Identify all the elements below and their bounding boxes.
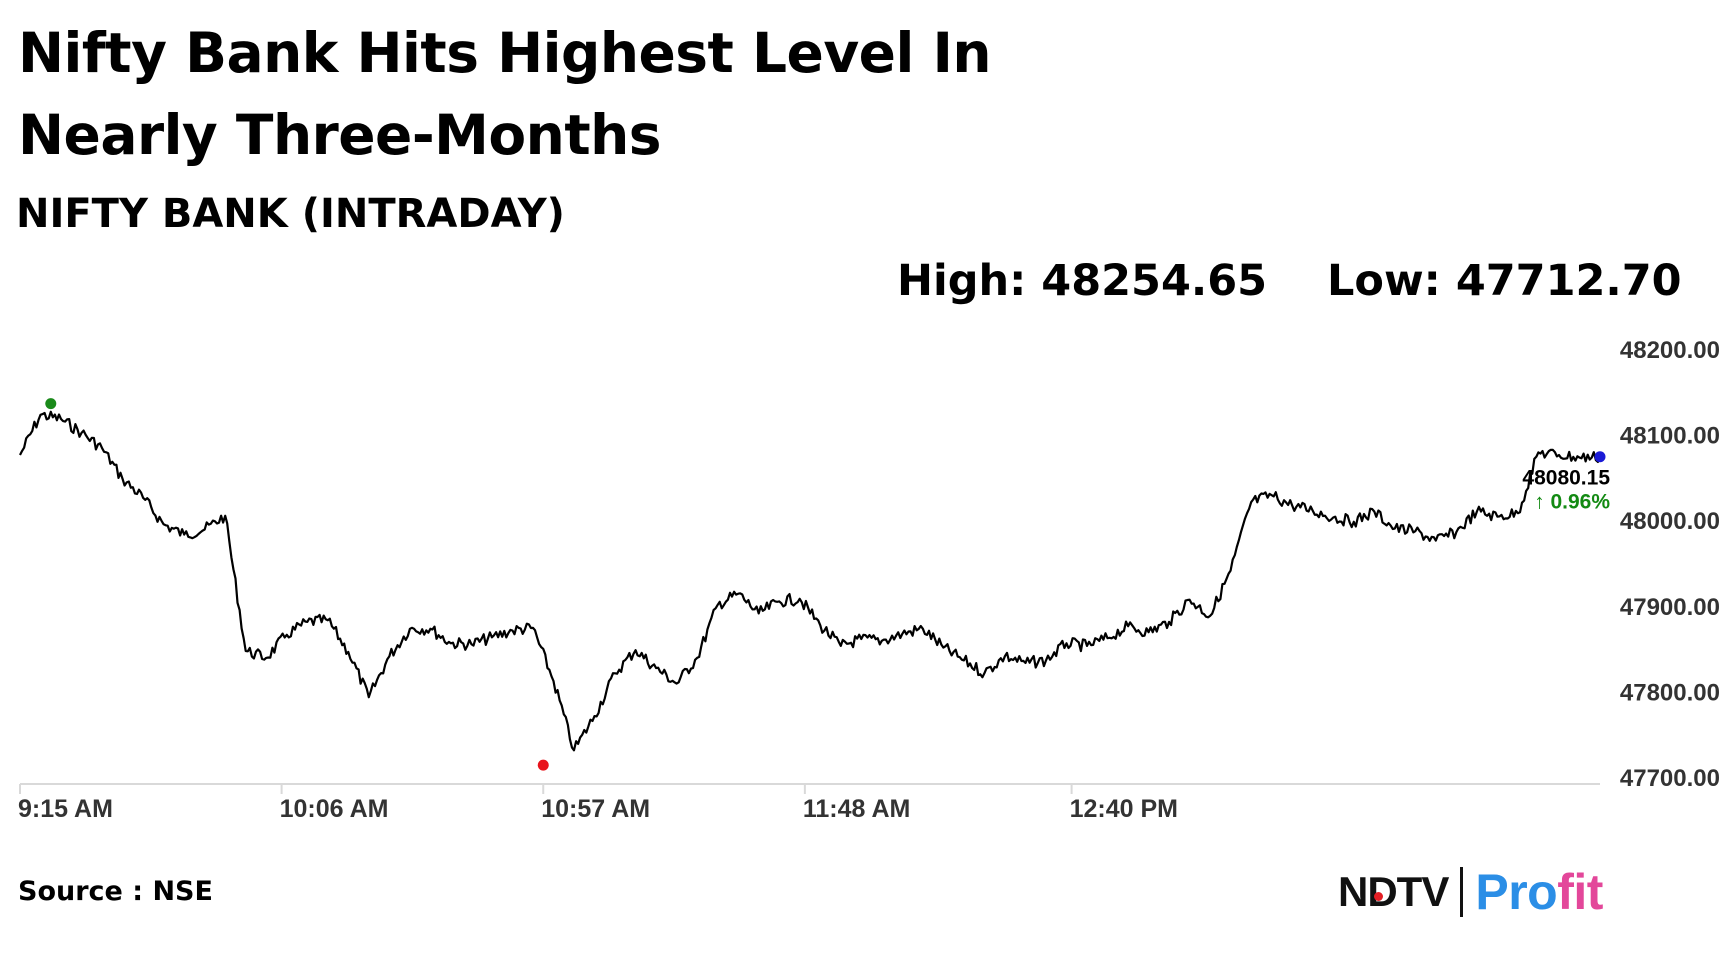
ndtv-profit-logo: NDTV Profit <box>1338 862 1603 922</box>
source-label: Source : NSE <box>18 876 213 907</box>
x-axis: 9:15 AM 10:06 AM 10:57 AM 11:48 AM 12:40 PM <box>18 783 1600 823</box>
price-series-line <box>19 410 1602 752</box>
x-tick-label: 12:40 PM <box>1070 795 1178 823</box>
marker-layer <box>45 398 1606 771</box>
logo-profit-part-b: fit <box>1557 864 1603 920</box>
intraday-line-chart: 47700.00 47800.00 47900.00 48000.00 48100.00… <box>18 337 1720 823</box>
low-marker-dot <box>537 759 549 771</box>
low-value-label: Low: 47712.70 <box>1327 256 1682 306</box>
high-marker-dot <box>45 398 57 410</box>
chart-subtitle: NIFTY BANK (INTRADAY) <box>16 191 565 237</box>
high-value-label: High: 48254.65 <box>897 256 1268 306</box>
x-tick-label: 9:15 AM <box>18 795 113 823</box>
label-layer: 48080.15↑ 0.96% <box>1522 467 1610 514</box>
x-tick-label: 11:48 AM <box>803 795 910 823</box>
y-tick-label: 48100.00 <box>1620 423 1720 450</box>
y-tick-label: 47700.00 <box>1620 765 1720 792</box>
change-percent-label: ↑ 0.96% <box>1534 491 1610 514</box>
x-tick-label: 10:57 AM <box>541 795 650 823</box>
y-tick-label: 48000.00 <box>1620 508 1720 535</box>
series-layer <box>19 410 1602 752</box>
y-axis: 47700.00 47800.00 47900.00 48000.00 48100.00… <box>1620 337 1720 792</box>
logo-red-dot <box>1374 892 1383 901</box>
x-tick-label: 10:06 AM <box>280 795 389 823</box>
last-marker-dot <box>1594 451 1606 463</box>
y-tick-label: 47900.00 <box>1620 594 1720 621</box>
logo-divider <box>1460 867 1464 917</box>
logo-profit-part-a: Pro <box>1475 864 1558 920</box>
logo-profit-text: Profit <box>1475 863 1603 921</box>
logo-ndtv-word: NDTV <box>1338 868 1449 915</box>
logo-ndtv-text: NDTV <box>1338 868 1449 916</box>
y-tick-label: 48200.00 <box>1620 337 1720 364</box>
y-tick-label: 47800.00 <box>1620 679 1720 706</box>
last-value-label: 48080.15 <box>1522 467 1610 490</box>
chart-title: Nifty Bank Hits Highest Level In Nearly … <box>18 21 992 167</box>
